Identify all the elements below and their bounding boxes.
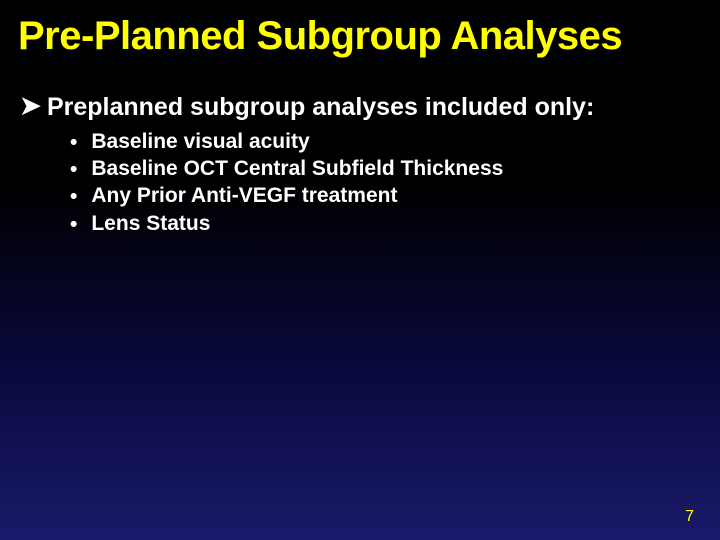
list-item: • Baseline visual acuity xyxy=(70,130,700,155)
page-number: 7 xyxy=(685,508,694,526)
slide-title: Pre-Planned Subgroup Analyses xyxy=(0,0,720,65)
dot-bullet-icon: • xyxy=(70,130,77,155)
slide-content: ➤ Preplanned subgroup analyses included … xyxy=(0,65,720,237)
main-bullet-text: Preplanned subgroup analyses included on… xyxy=(47,93,594,122)
list-item: • Baseline OCT Central Subfield Thicknes… xyxy=(70,157,700,182)
dot-bullet-icon: • xyxy=(70,184,77,209)
sub-bullet-text: Baseline visual acuity xyxy=(91,130,309,154)
arrow-bullet-icon: ➤ xyxy=(20,93,41,121)
list-item: • Any Prior Anti-VEGF treatment xyxy=(70,184,700,209)
dot-bullet-icon: • xyxy=(70,212,77,237)
slide-container: Pre-Planned Subgroup Analyses ➤ Preplann… xyxy=(0,0,720,540)
sub-bullet-text: Baseline OCT Central Subfield Thickness xyxy=(91,157,503,181)
sub-bullet-list: • Baseline visual acuity • Baseline OCT … xyxy=(70,130,700,237)
dot-bullet-icon: • xyxy=(70,157,77,182)
main-bullet-row: ➤ Preplanned subgroup analyses included … xyxy=(20,93,700,122)
sub-bullet-text: Any Prior Anti-VEGF treatment xyxy=(91,184,397,208)
list-item: • Lens Status xyxy=(70,212,700,237)
sub-bullet-text: Lens Status xyxy=(91,212,210,236)
